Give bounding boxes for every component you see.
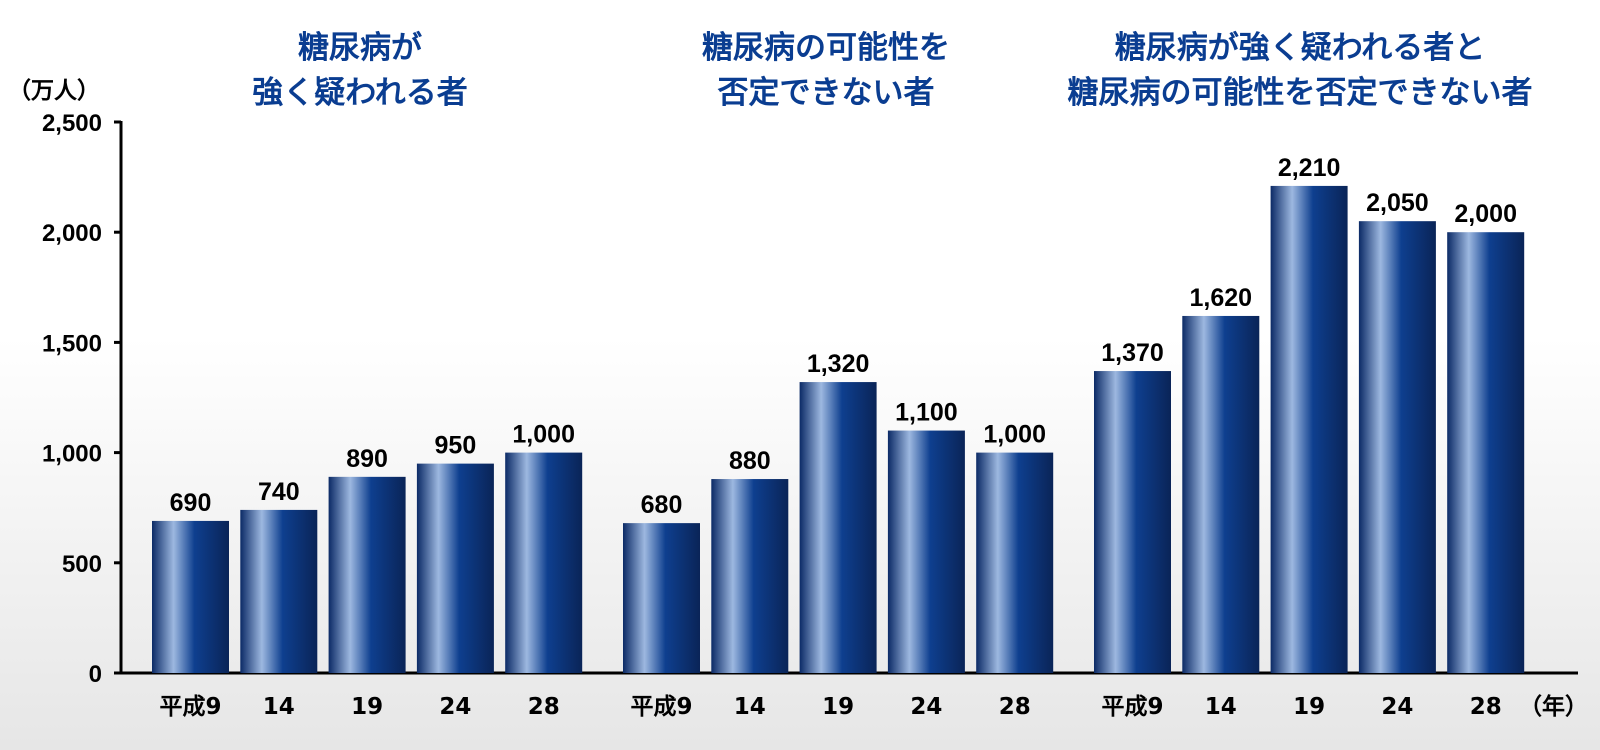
y-tick-label: 0	[89, 661, 102, 688]
category-label: 28	[528, 694, 560, 720]
group-3-title-line-2: 糖尿病の可能性を否定できない者	[1068, 75, 1533, 111]
category-label: 14	[1205, 694, 1237, 720]
bar	[1270, 185, 1348, 673]
y-tick-label: 500	[62, 551, 102, 578]
bar	[711, 479, 789, 673]
category-label: 14	[734, 694, 766, 720]
bar	[799, 382, 877, 673]
category-label: 平成9	[1101, 694, 1163, 720]
group-3-title-line-1: 糖尿病が強く疑われる者と	[1115, 30, 1485, 66]
bar	[887, 430, 965, 673]
category-label: 28	[1470, 694, 1502, 720]
bars	[152, 185, 1525, 673]
group-2-title-line-2: 否定できない者	[718, 75, 935, 111]
y-tick-label: 2,500	[42, 110, 102, 137]
category-label: 19	[1293, 694, 1325, 720]
bar-value-label: 1,620	[1190, 284, 1253, 312]
bar	[328, 476, 406, 673]
category-label: 平成9	[630, 694, 692, 720]
bar-value-label: 880	[729, 447, 771, 475]
bar	[416, 463, 494, 673]
bar	[1094, 371, 1171, 673]
bar-value-label: 2,210	[1278, 154, 1341, 182]
bar-value-label: 1,000	[512, 421, 575, 449]
group-1-title-line-2: 強く疑われる者	[252, 75, 467, 111]
category-label: 24	[910, 694, 942, 720]
category-label: 19	[351, 694, 383, 720]
category-label: 24	[439, 694, 471, 720]
bar	[1447, 232, 1525, 673]
y-tick-label: 2,000	[42, 220, 102, 247]
bar-value-label: 680	[641, 491, 683, 519]
y-tick-label: 1,000	[42, 441, 102, 468]
bar	[505, 452, 583, 673]
category-label: 14	[263, 694, 295, 720]
bar-value-label: 740	[258, 478, 300, 506]
bar-value-label: 1,320	[807, 350, 870, 378]
bar	[1358, 221, 1436, 673]
category-label: 19	[822, 694, 854, 720]
category-label: 平成9	[159, 694, 221, 720]
bar-value-label: 1,000	[983, 421, 1046, 449]
bar-value-label: 690	[170, 489, 212, 517]
bar	[1182, 315, 1260, 673]
x-unit-label: （年）	[1519, 693, 1588, 720]
bar-value-label: 890	[346, 445, 388, 473]
y-tick-label: 1,500	[42, 330, 102, 357]
y-ticks: 0 500 1,000 1,500 2,000 2,500	[42, 110, 121, 688]
y-unit-label: （万人）	[8, 77, 100, 104]
bar-value-label: 2,000	[1454, 200, 1517, 228]
bar-value-label: 2,050	[1366, 189, 1429, 217]
bar-value-label: 1,370	[1101, 339, 1164, 367]
bar-value-label: 1,100	[895, 399, 958, 427]
bar	[152, 520, 229, 673]
group-2-title-line-1: 糖尿病の可能性を	[702, 30, 950, 66]
bar	[976, 452, 1054, 673]
bar	[623, 523, 700, 673]
bar-value-label: 950	[435, 432, 477, 460]
value-labels: 690 740 890 950 1,000 680 880 1,320 1,100 1,000 1,…	[170, 154, 1517, 519]
category-label: 28	[999, 694, 1031, 720]
bar	[240, 509, 318, 673]
category-label: 24	[1381, 694, 1413, 720]
category-labels: 平成9 14 19 24 28 平成9 14 19 24 28 平成9 14 19 24 28	[159, 694, 1501, 720]
group-1-title-line-1: 糖尿病が	[298, 30, 422, 66]
